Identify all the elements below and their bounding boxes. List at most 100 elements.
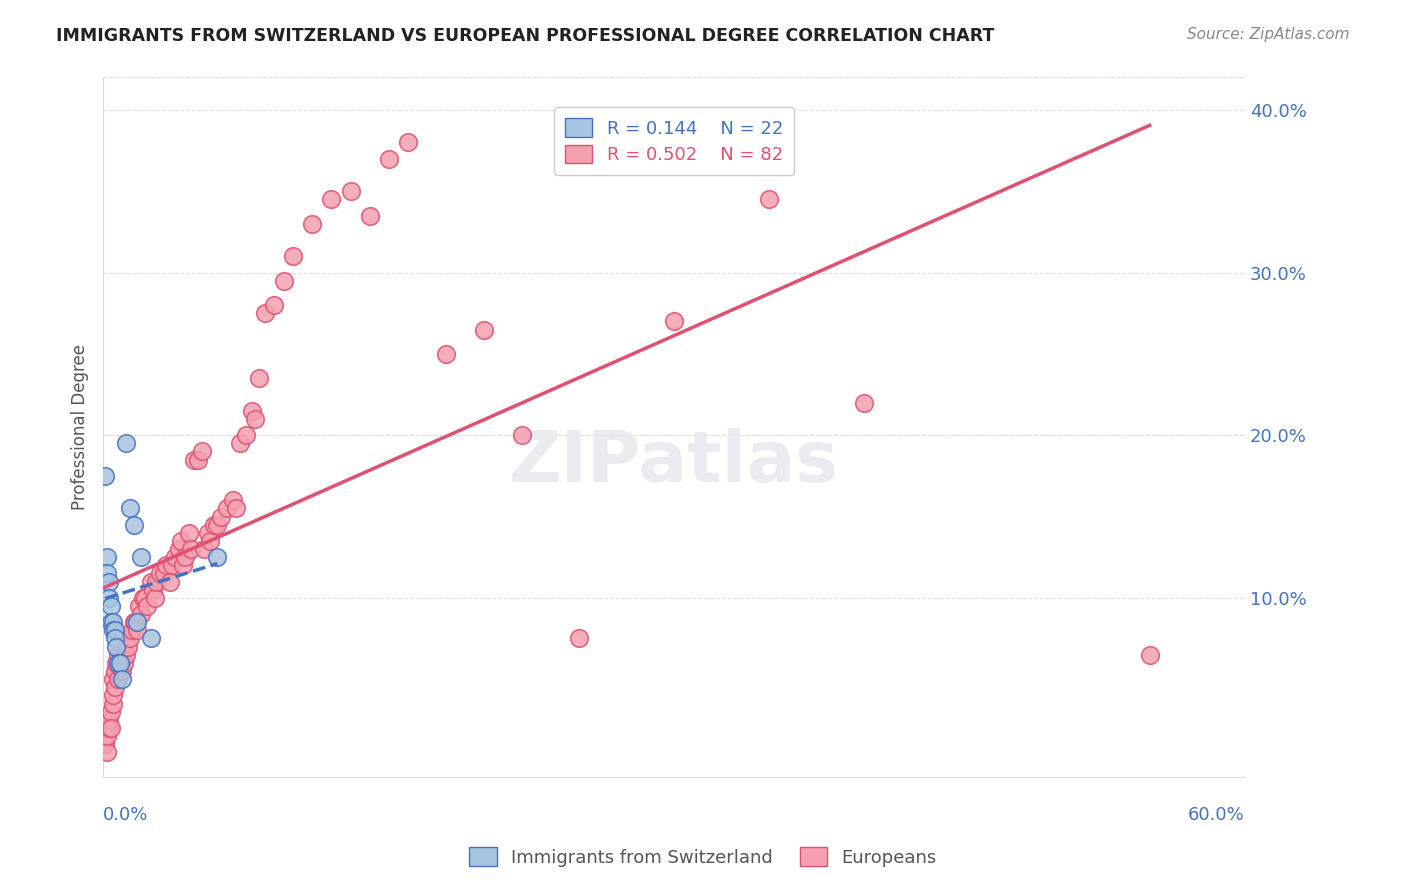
Point — [183, 452, 205, 467]
Point — [107, 648, 129, 662]
Point — [174, 550, 197, 565]
Point — [101, 672, 124, 686]
Point — [111, 664, 134, 678]
Point — [110, 656, 132, 670]
Point — [240, 404, 263, 418]
Point — [101, 615, 124, 630]
Point — [129, 550, 152, 565]
Point — [172, 558, 194, 573]
Point — [253, 306, 276, 320]
Text: 60.0%: 60.0% — [1188, 806, 1244, 824]
Point — [121, 624, 143, 638]
Point — [100, 599, 122, 613]
Point — [180, 542, 202, 557]
Point — [159, 574, 181, 589]
Point — [139, 632, 162, 646]
Point — [191, 444, 214, 458]
Point — [167, 542, 190, 557]
Point — [197, 525, 219, 540]
Point — [97, 721, 120, 735]
Point — [97, 713, 120, 727]
Point — [143, 591, 166, 605]
Point — [107, 656, 129, 670]
Text: Source: ZipAtlas.com: Source: ZipAtlas.com — [1187, 27, 1350, 42]
Point — [377, 152, 399, 166]
Point — [103, 632, 125, 646]
Point — [853, 395, 876, 409]
Point — [359, 209, 381, 223]
Point — [510, 428, 533, 442]
Point — [187, 452, 209, 467]
Point — [101, 624, 124, 638]
Point — [149, 566, 172, 581]
Point — [128, 599, 150, 613]
Point — [94, 468, 117, 483]
Point — [153, 566, 176, 581]
Point — [110, 656, 132, 670]
Point — [118, 501, 141, 516]
Point — [396, 136, 419, 150]
Point — [170, 533, 193, 548]
Point — [339, 184, 361, 198]
Point — [117, 640, 139, 654]
Point — [127, 624, 149, 638]
Point — [247, 371, 270, 385]
Point — [221, 493, 243, 508]
Text: IMMIGRANTS FROM SWITZERLAND VS EUROPEAN PROFESSIONAL DEGREE CORRELATION CHART: IMMIGRANTS FROM SWITZERLAND VS EUROPEAN … — [56, 27, 994, 45]
Point — [127, 615, 149, 630]
Point — [105, 640, 128, 654]
Point — [198, 533, 221, 548]
Point — [321, 193, 343, 207]
Point — [107, 672, 129, 686]
Point — [115, 436, 138, 450]
Point — [103, 680, 125, 694]
Point — [235, 428, 257, 442]
Point — [758, 193, 780, 207]
Point — [101, 697, 124, 711]
Point — [245, 412, 267, 426]
Point — [96, 729, 118, 743]
Legend: Immigrants from Switzerland, Europeans: Immigrants from Switzerland, Europeans — [463, 840, 943, 874]
Point — [160, 558, 183, 573]
Point — [434, 347, 457, 361]
Point — [135, 599, 157, 613]
Point — [301, 217, 323, 231]
Point — [115, 648, 138, 662]
Point — [142, 582, 165, 597]
Point — [263, 298, 285, 312]
Point — [96, 745, 118, 759]
Point — [177, 525, 200, 540]
Point — [96, 566, 118, 581]
Point — [145, 574, 167, 589]
Point — [1139, 648, 1161, 662]
Point — [193, 542, 215, 557]
Point — [111, 640, 134, 654]
Point — [105, 656, 128, 670]
Point — [103, 664, 125, 678]
Text: 0.0%: 0.0% — [103, 806, 149, 824]
Point — [132, 591, 155, 605]
Point — [112, 656, 135, 670]
Point — [103, 624, 125, 638]
Point — [122, 517, 145, 532]
Point — [96, 550, 118, 565]
Point — [209, 509, 232, 524]
Point — [124, 615, 146, 630]
Point — [111, 672, 134, 686]
Point — [283, 249, 305, 263]
Point — [139, 574, 162, 589]
Point — [100, 721, 122, 735]
Point — [472, 322, 495, 336]
Point — [97, 574, 120, 589]
Point — [273, 274, 295, 288]
Point — [207, 517, 229, 532]
Point — [134, 591, 156, 605]
Point — [229, 436, 252, 450]
Point — [100, 705, 122, 719]
Point — [97, 591, 120, 605]
Point — [129, 607, 152, 621]
Point — [122, 615, 145, 630]
Point — [118, 632, 141, 646]
Point — [225, 501, 247, 516]
Point — [568, 632, 591, 646]
